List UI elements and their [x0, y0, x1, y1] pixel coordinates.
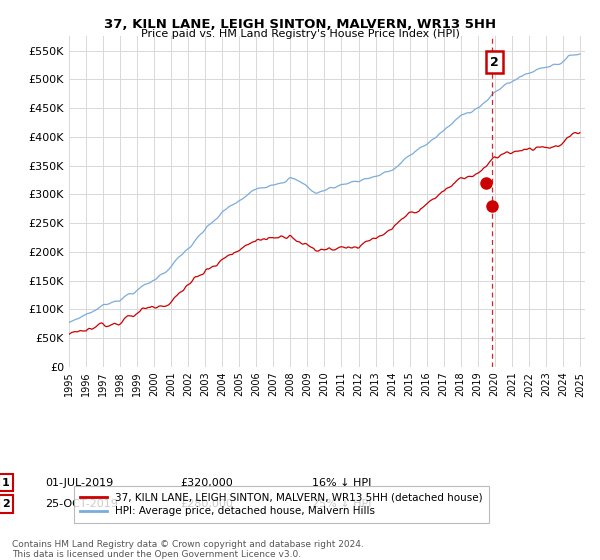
Text: £320,000: £320,000 [180, 478, 233, 488]
Text: 25% ↓ HPI: 25% ↓ HPI [312, 499, 371, 509]
Text: 25-OCT-2019: 25-OCT-2019 [45, 499, 118, 509]
Text: 37, KILN LANE, LEIGH SINTON, MALVERN, WR13 5HH: 37, KILN LANE, LEIGH SINTON, MALVERN, WR… [104, 18, 496, 31]
Text: £280,000: £280,000 [180, 499, 233, 509]
Text: 01-JUL-2019: 01-JUL-2019 [45, 478, 113, 488]
Text: 2: 2 [490, 56, 499, 69]
Text: 16% ↓ HPI: 16% ↓ HPI [312, 478, 371, 488]
Legend: 37, KILN LANE, LEIGH SINTON, MALVERN, WR13 5HH (detached house), HPI: Average pr: 37, KILN LANE, LEIGH SINTON, MALVERN, WR… [74, 486, 489, 522]
Text: 2: 2 [2, 499, 10, 509]
Text: 1: 1 [2, 478, 10, 488]
Text: Contains HM Land Registry data © Crown copyright and database right 2024.
This d: Contains HM Land Registry data © Crown c… [12, 540, 364, 559]
Text: Price paid vs. HM Land Registry's House Price Index (HPI): Price paid vs. HM Land Registry's House … [140, 29, 460, 39]
